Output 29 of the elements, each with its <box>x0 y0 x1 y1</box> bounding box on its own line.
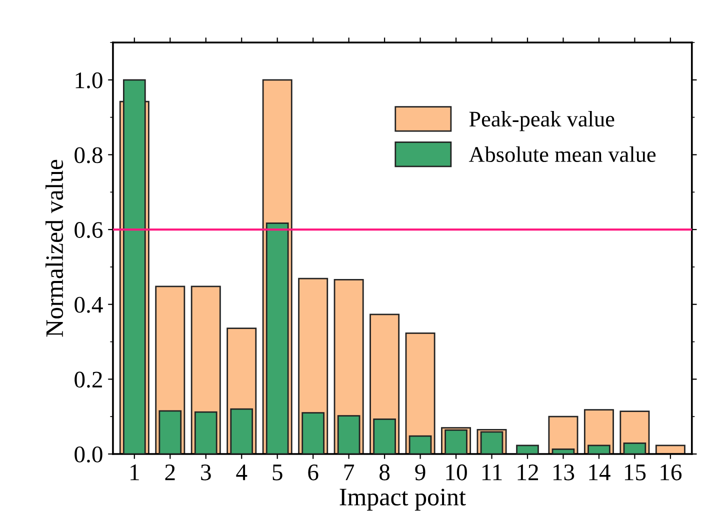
x-tick-label: 3 <box>201 464 211 480</box>
legend-label: Absolute mean value <box>468 146 656 162</box>
x-axis-title: Impact point <box>340 488 466 511</box>
x-tick-label: 10 <box>446 464 467 480</box>
x-tick-label: 16 <box>660 464 682 480</box>
x-tick-label: 14 <box>589 464 610 480</box>
x-tick-label: 1 <box>130 464 139 480</box>
legend-label: Peak-peak value <box>469 110 614 132</box>
y-tick-label: 0.4 <box>74 296 103 313</box>
y-tick-label: 0.2 <box>74 372 102 388</box>
bar <box>516 444 539 454</box>
x-tick-label: 9 <box>415 464 426 480</box>
x-tick-label: 8 <box>380 464 390 480</box>
x-tick-label: 6 <box>308 464 318 480</box>
bar <box>655 444 686 454</box>
x-tick-label: 15 <box>624 464 646 480</box>
x-tick-label: 11 <box>482 464 502 480</box>
y-tick-label: 1.0 <box>76 72 102 88</box>
x-tick-label: 13 <box>554 464 574 480</box>
x-tick-label: 7 <box>344 464 354 480</box>
x-tick-label: 4 <box>236 464 248 480</box>
y-tick-label: 0.8 <box>74 147 102 164</box>
x-tick-label: 5 <box>272 464 282 480</box>
x-tick-label: 12 <box>518 464 538 480</box>
x-tick-label: 2 <box>165 464 175 480</box>
y-tick-label: 0.0 <box>74 446 102 463</box>
y-axis-title: Normalized value <box>45 160 64 337</box>
bar <box>122 79 146 454</box>
y-tick-label: 0.6 <box>74 222 103 238</box>
